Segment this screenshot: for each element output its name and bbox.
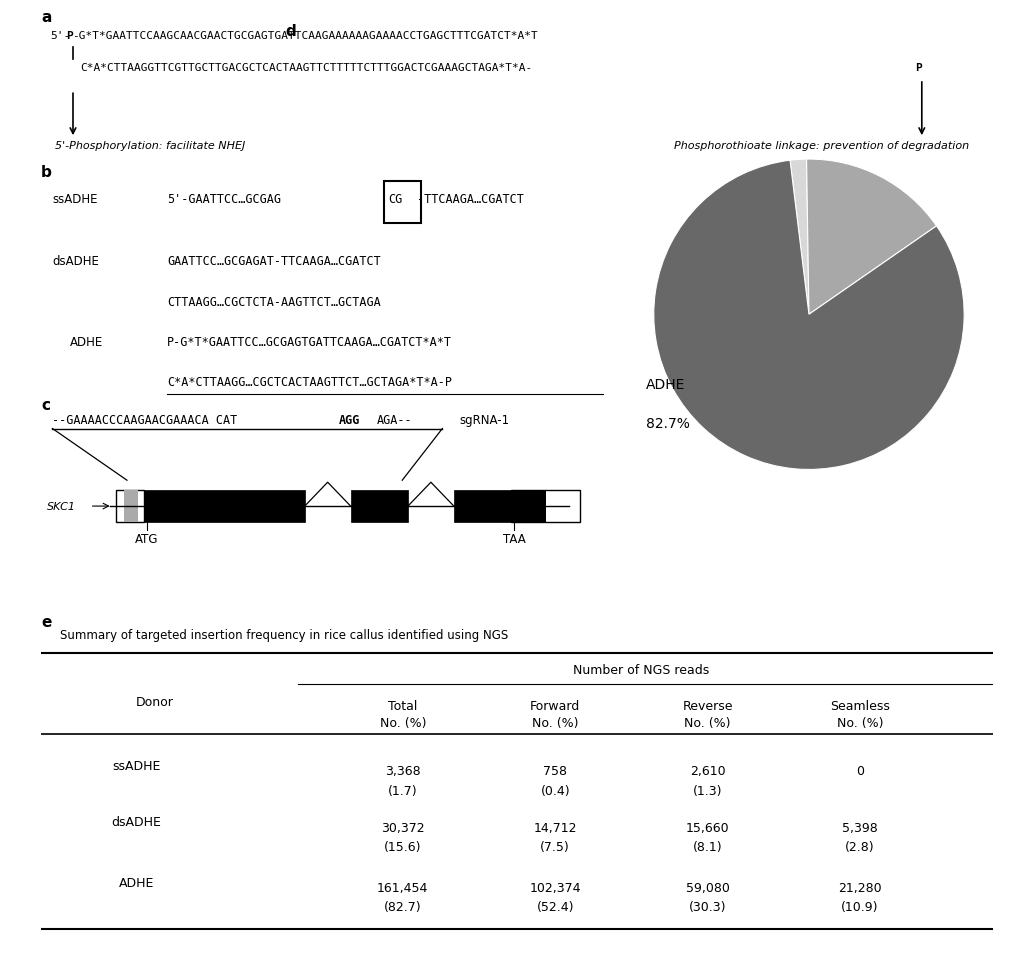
Text: ADHE: ADHE — [646, 378, 685, 391]
Text: Seamless: Seamless — [830, 699, 890, 712]
Text: SKC1: SKC1 — [47, 502, 76, 512]
Text: --GAAAACCCAAGAACGAAACA CAT: --GAAAACCCAAGAACGAAACA CAT — [52, 413, 238, 426]
Wedge shape — [807, 160, 937, 315]
Text: 102,374: 102,374 — [529, 881, 581, 894]
Text: Total: Total — [388, 699, 418, 712]
Text: 5'-Phosphorylation: facilitate NHEJ: 5'-Phosphorylation: facilitate NHEJ — [55, 141, 246, 150]
Text: (1.7): (1.7) — [388, 784, 418, 797]
Text: 14,712: 14,712 — [534, 821, 577, 834]
Text: TAA: TAA — [503, 532, 525, 546]
Text: P: P — [66, 31, 73, 41]
Text: No. (%): No. (%) — [531, 717, 579, 730]
Bar — [144, 490, 305, 522]
Text: 15,660: 15,660 — [686, 821, 729, 834]
Text: (10.9): (10.9) — [841, 900, 879, 914]
Text: P-G*T*GAATTCC…GCGAGTGATTCAAGA…CGATCT*A*T: P-G*T*GAATTCC…GCGAGTGATTCAAGA…CGATCT*A*T — [167, 335, 453, 349]
Text: 5'-GAATTCC…GCGAG: 5'-GAATTCC…GCGAG — [167, 193, 282, 206]
Wedge shape — [791, 160, 809, 315]
Text: c: c — [41, 397, 50, 412]
Text: a: a — [41, 10, 51, 24]
Text: 82.7%: 82.7% — [646, 417, 690, 430]
Text: 5'-: 5'- — [50, 31, 71, 41]
Text: b: b — [41, 165, 52, 179]
Text: -TTCAAGA…CGATCT: -TTCAAGA…CGATCT — [417, 193, 523, 206]
Text: No. (%): No. (%) — [837, 717, 884, 730]
Text: 30,372: 30,372 — [381, 821, 425, 834]
Text: ADHE: ADHE — [119, 876, 154, 889]
Bar — [454, 490, 511, 522]
Text: e: e — [41, 614, 51, 629]
Text: (30.3): (30.3) — [689, 900, 726, 914]
Text: C*A*CTTAAGGTTCGTTGCTTGACGCTCACTAAGTTCTTTTTCTTTGGACTCGAAAGCTAGA*T*A-: C*A*CTTAAGGTTCGTTGCTTGACGCTCACTAAGTTCTTT… — [81, 63, 532, 73]
Text: ssADHE: ssADHE — [52, 193, 98, 206]
Text: AGA--: AGA-- — [377, 413, 412, 426]
Text: AGG: AGG — [339, 413, 360, 426]
Text: Donor: Donor — [136, 696, 174, 708]
Text: 2,610: 2,610 — [690, 765, 725, 777]
Bar — [350, 490, 408, 522]
Wedge shape — [653, 161, 965, 470]
Bar — [384, 181, 421, 224]
Text: (7.5): (7.5) — [541, 840, 570, 854]
Text: (1.3): (1.3) — [693, 784, 722, 797]
Text: Reverse: Reverse — [682, 699, 733, 712]
Text: 758: 758 — [543, 765, 567, 777]
Text: (82.7): (82.7) — [384, 900, 422, 914]
Text: 21,280: 21,280 — [838, 881, 882, 894]
Text: 3,368: 3,368 — [385, 765, 421, 777]
Text: ADHE: ADHE — [70, 335, 102, 349]
Text: C*A*CTTAAGG…CGCTCACTAAGTTCT…GCTAGA*T*A-P: C*A*CTTAAGG…CGCTCACTAAGTTCT…GCTAGA*T*A-P — [167, 376, 453, 389]
Bar — [116, 490, 144, 522]
Text: Forward: Forward — [530, 699, 581, 712]
Text: (8.1): (8.1) — [693, 840, 722, 854]
Text: sgRNA-1: sgRNA-1 — [460, 413, 510, 426]
Text: d: d — [285, 24, 296, 39]
Bar — [124, 490, 138, 522]
Text: 0: 0 — [856, 765, 864, 777]
Text: Number of NGS reads: Number of NGS reads — [572, 664, 709, 676]
Text: P: P — [915, 63, 922, 73]
Text: GAATTCC…GCGAGAT-TTCAAGA…CGATCT: GAATTCC…GCGAGAT-TTCAAGA…CGATCT — [167, 255, 381, 268]
Bar — [511, 490, 580, 522]
Text: ssADHE: ssADHE — [112, 759, 161, 772]
Text: (15.6): (15.6) — [384, 840, 422, 854]
Text: (2.8): (2.8) — [845, 840, 874, 854]
Text: dsADHE: dsADHE — [112, 816, 161, 828]
Text: Phosphorothioate linkage: prevention of degradation: Phosphorothioate linkage: prevention of … — [674, 141, 969, 150]
Text: 59,080: 59,080 — [686, 881, 729, 894]
Text: (52.4): (52.4) — [537, 900, 574, 914]
Text: No. (%): No. (%) — [684, 717, 731, 730]
Text: Summary of targeted insertion frequency in rice callus identified using NGS: Summary of targeted insertion frequency … — [60, 628, 508, 641]
Text: 161,454: 161,454 — [377, 881, 428, 894]
Bar — [511, 490, 546, 522]
Text: CTTAAGG…CGCTCTA-AAGTTCT…GCTAGA: CTTAAGG…CGCTCTA-AAGTTCT…GCTAGA — [167, 296, 381, 308]
Text: No. (%): No. (%) — [380, 717, 426, 730]
Text: dsADHE: dsADHE — [52, 255, 99, 268]
Text: CG: CG — [388, 193, 402, 206]
Text: (0.4): (0.4) — [541, 784, 570, 797]
Text: -G*T*GAATTCCAAGCAACGAACTGCGAGTGATTCAAGAAAAAAGAAAACCTGAGCTTTCGATCT*A*T: -G*T*GAATTCCAAGCAACGAACTGCGAGTGATTCAAGAA… — [72, 31, 538, 41]
Text: 5,398: 5,398 — [842, 821, 878, 834]
Text: ATG: ATG — [135, 532, 159, 546]
